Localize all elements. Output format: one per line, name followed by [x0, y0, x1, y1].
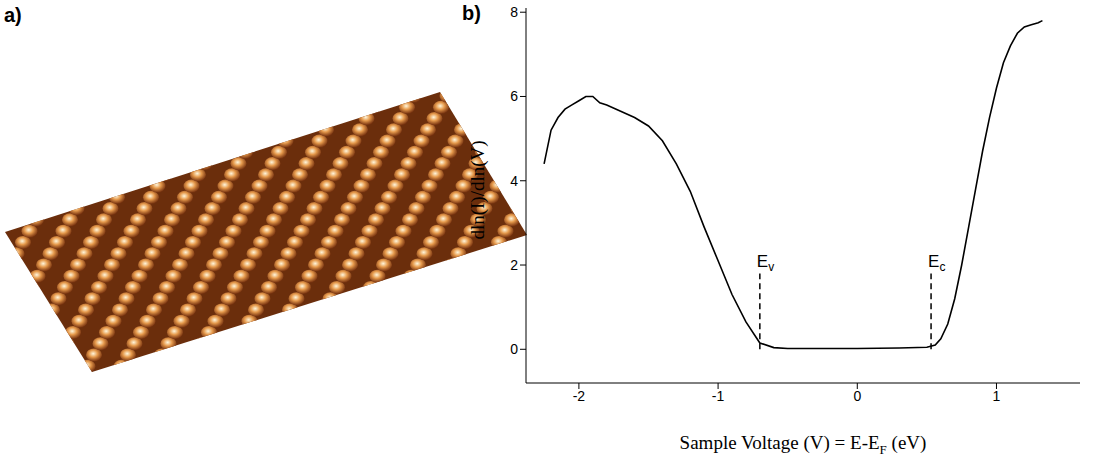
svg-text:0: 0	[510, 341, 518, 357]
svg-text:6: 6	[510, 88, 518, 104]
svg-text:a): a)	[4, 4, 22, 26]
svg-text:-1: -1	[712, 388, 725, 404]
svg-text:Ev: Ev	[757, 252, 774, 274]
svg-text:4: 4	[510, 173, 518, 189]
html-text:dln(I)/dln(V): dln(I)/dln(V)	[467, 140, 488, 240]
svg-text:Ec: Ec	[928, 252, 945, 274]
html-text:b): b)	[462, 2, 481, 24]
svg-text:1: 1	[993, 388, 1001, 404]
svg-text:0: 0	[853, 388, 861, 404]
svg-text:2: 2	[510, 257, 518, 273]
svg-text:8: 8	[510, 4, 518, 20]
html-text:Sample Voltage (V) = E-EF(eV): Sample Voltage (V) = E-EF(eV)	[679, 432, 927, 457]
svg-text:-2: -2	[573, 388, 586, 404]
